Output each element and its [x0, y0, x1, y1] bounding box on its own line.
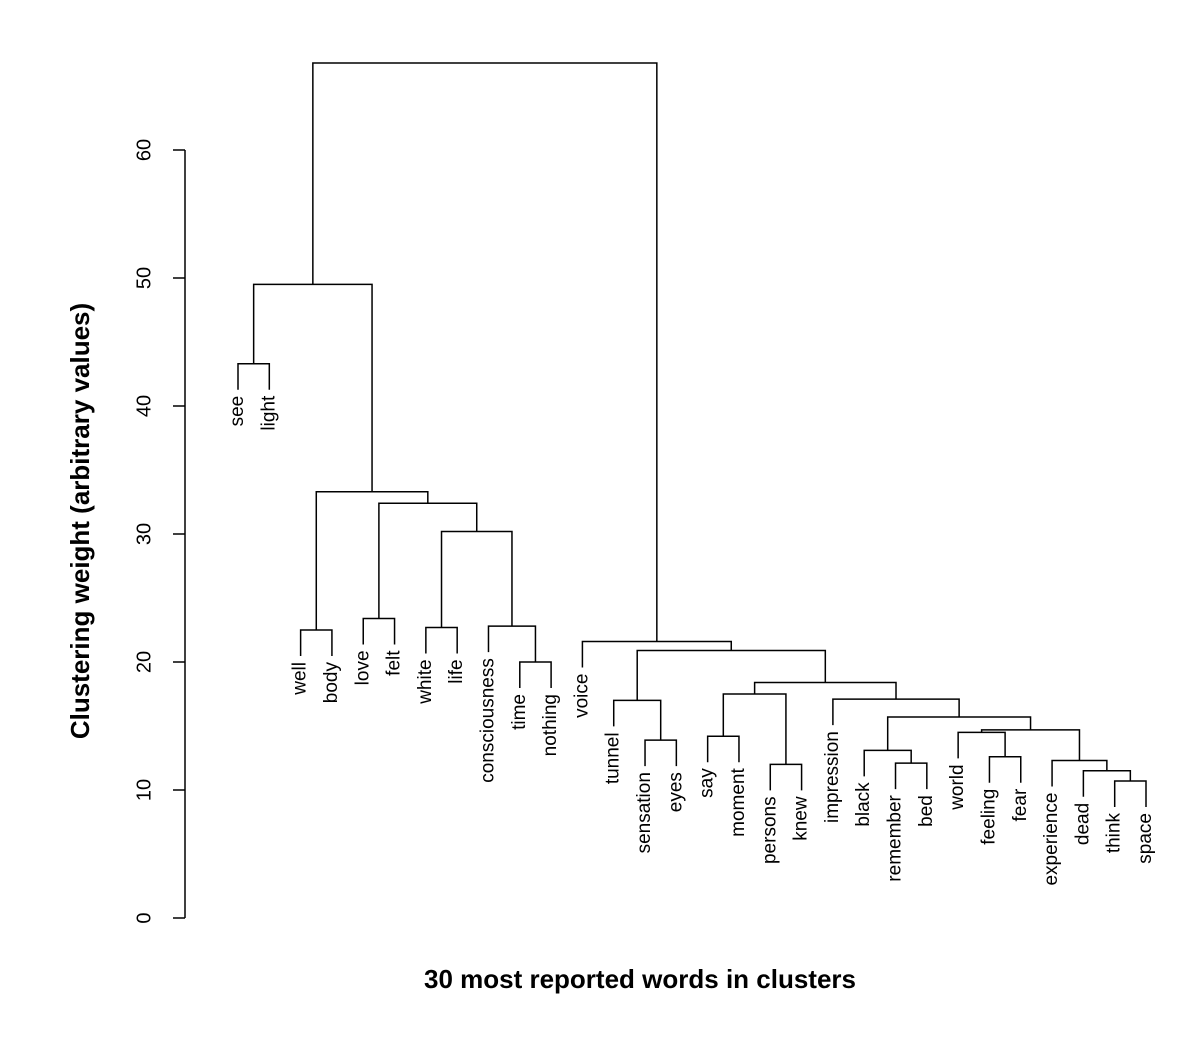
dendrogram-link — [644, 739, 678, 767]
dendrogram-link — [312, 62, 658, 642]
y-tick-label: 30 — [133, 523, 155, 545]
leaf-label: voice — [571, 674, 592, 718]
leaf-label: tunnel — [603, 732, 624, 784]
leaf-label: space — [1135, 813, 1156, 864]
leaf-label: knew — [791, 796, 812, 841]
leaf-label: dead — [1072, 803, 1093, 845]
leaf-label: say — [697, 768, 718, 798]
dendrogram-link — [988, 755, 1022, 783]
leaf-label: white — [415, 659, 436, 704]
dendrogram-link — [378, 502, 478, 619]
leaf-label: eyes — [665, 772, 686, 812]
dendrogram-link — [886, 716, 1032, 751]
dendrogram-link — [252, 283, 373, 492]
dendrogram-link — [753, 681, 897, 700]
dendrogram-link — [1082, 770, 1132, 797]
dendrogram-link — [1051, 759, 1108, 787]
dendrogram-link — [980, 729, 1081, 761]
leaf-label: think — [1104, 813, 1125, 854]
y-tick-label: 0 — [133, 912, 155, 923]
dendrogram-link — [832, 698, 960, 726]
dendrogram-link — [1113, 780, 1147, 808]
dendrogram-link — [299, 629, 333, 656]
y-tick-label: 60 — [133, 139, 155, 161]
leaf-label: time — [509, 694, 530, 730]
dendrogram-link — [957, 731, 1006, 759]
leaf-label: experience — [1041, 793, 1062, 886]
dendrogram-link — [315, 491, 429, 630]
leaf-label: persons — [759, 796, 780, 864]
dendrogram-link — [425, 626, 458, 654]
leaf-label: moment — [728, 768, 749, 837]
leaf-label: sensation — [634, 772, 655, 853]
leaf-label: love — [352, 650, 373, 685]
dendrogram-link — [581, 640, 733, 668]
dendrogram-link — [237, 363, 271, 390]
dendrogram-link — [519, 661, 552, 688]
leaf-label: fear — [1010, 788, 1031, 821]
y-axis-title: Clustering weight (arbitrary values) — [65, 303, 95, 739]
y-tick-label: 40 — [133, 395, 155, 417]
leaf-label: feeling — [978, 789, 999, 845]
leaf-label: consciousness — [477, 658, 498, 783]
dendrogram-link — [722, 693, 787, 765]
dendrogram-link — [636, 649, 827, 701]
leaf-label: nothing — [540, 694, 561, 756]
x-axis-title: 30 most reported words in clusters — [424, 964, 856, 994]
y-tick-label: 50 — [133, 267, 155, 289]
y-tick-label: 20 — [133, 651, 155, 673]
leaf-label: light — [258, 395, 279, 431]
leaf-label: felt — [384, 650, 405, 676]
dendrogram-link — [706, 735, 740, 763]
leaf-label: see — [227, 396, 248, 427]
leaf-label: bed — [916, 795, 937, 827]
leaf-label: world — [947, 764, 968, 810]
dendrogram-link — [487, 625, 537, 662]
leaf-label: body — [321, 662, 342, 704]
leaf-label: well — [290, 662, 311, 696]
dendrogram-link — [440, 530, 513, 628]
dendrogram-link — [362, 617, 396, 645]
leaf-label: life — [446, 659, 467, 683]
dendrogram-link — [894, 762, 928, 790]
y-tick-label: 10 — [133, 779, 155, 801]
leaf-label: black — [853, 782, 874, 827]
leaf-label: remember — [885, 794, 906, 881]
leaf-label: impression — [822, 731, 843, 823]
dendrogram-link — [769, 763, 803, 791]
